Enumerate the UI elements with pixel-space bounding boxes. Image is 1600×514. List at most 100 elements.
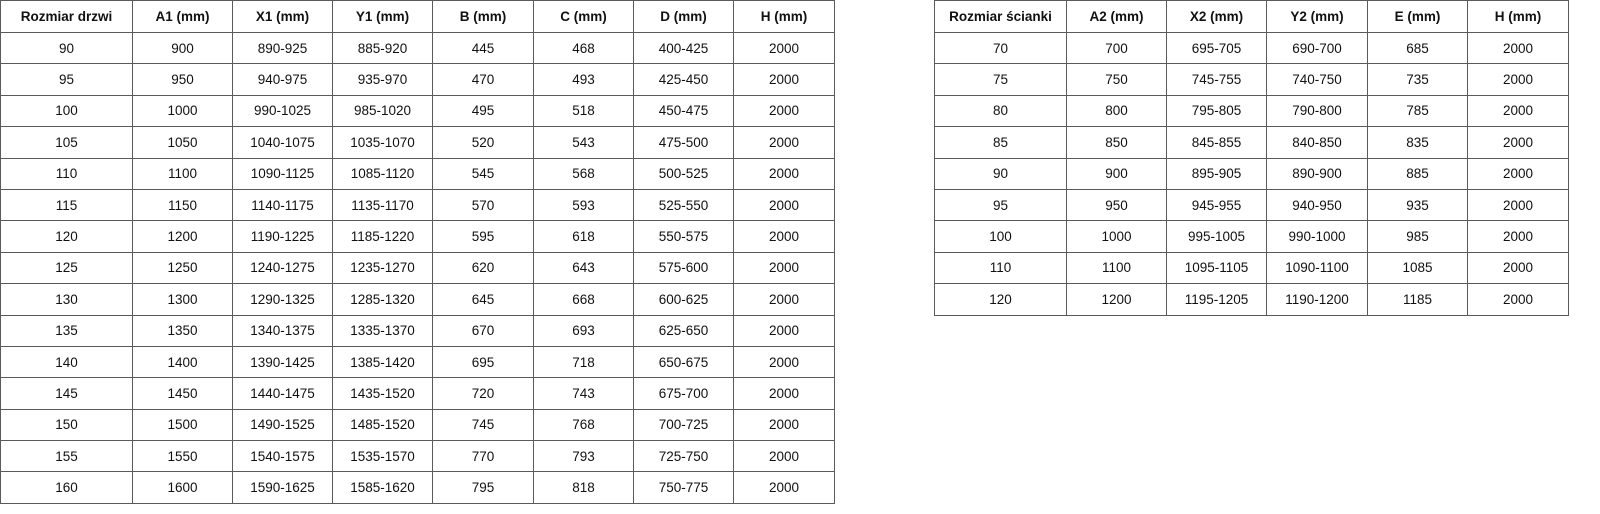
table-cell: 885-920 — [332, 31, 433, 65]
table-cell: 950 — [1066, 188, 1167, 222]
header-row: Rozmiar drzwi A1 (mm) X1 (mm) Y1 (mm) B (mm)… — [0, 0, 835, 33]
table-row: 115 1150 1140-1175 1135-1170 570 593 525-550 20… — [0, 188, 835, 222]
table-cell: 1390-1425 — [232, 345, 333, 379]
table-cell: 718 — [533, 345, 634, 379]
table-cell: 1090-1100 — [1266, 251, 1368, 285]
table-cell: 1035-1070 — [332, 126, 433, 159]
table-cell: 818 — [533, 471, 634, 504]
table-cell: 2000 — [733, 345, 835, 379]
table-cell: 1600 — [132, 471, 233, 504]
table-cell: 743 — [533, 377, 634, 410]
table-row: 150 1500 1490-1525 1485-1520 745 768 700-725 20… — [0, 408, 835, 442]
table-cell: 1190-1225 — [232, 220, 333, 253]
table-cell: 100 — [0, 94, 133, 128]
table-cell: 2000 — [1467, 31, 1569, 65]
table-row: 100 1000 995-1005 990-1000 985 2000 — [934, 220, 1569, 253]
column-header: X1 (mm) — [232, 0, 333, 33]
table-cell: 1285-1320 — [332, 283, 433, 316]
table-cell: 1100 — [1066, 251, 1167, 285]
table-cell: 115 — [0, 188, 133, 222]
table-cell: 940-975 — [232, 63, 333, 96]
table-cell: 2000 — [1467, 94, 1569, 128]
table-cell: 468 — [533, 31, 634, 65]
table-cell: 2000 — [733, 220, 835, 253]
table-cell: 90 — [0, 31, 133, 65]
table-cell: 790-800 — [1266, 94, 1368, 128]
table-cell: 2000 — [733, 94, 835, 128]
table-cell: 885 — [1367, 157, 1468, 190]
table-cell: 750-775 — [633, 471, 734, 504]
table-cell: 155 — [0, 440, 133, 473]
table-cell: 2000 — [1467, 251, 1569, 285]
table-cell: 2000 — [733, 314, 835, 347]
table-cell: 1290-1325 — [232, 283, 333, 316]
table-cell: 695 — [432, 345, 534, 379]
column-header: H (mm) — [733, 0, 835, 33]
table-cell: 470 — [432, 63, 534, 96]
header-row: Rozmiar ścianki A2 (mm) X2 (mm) Y2 (mm) E (m… — [934, 0, 1569, 33]
table-cell: 990-1000 — [1266, 220, 1368, 253]
table-cell: 700 — [1066, 31, 1167, 65]
table-cell: 768 — [533, 408, 634, 442]
table-row: 140 1400 1390-1425 1385-1420 695 718 650-675 20… — [0, 345, 835, 379]
table-cell: 950 — [132, 63, 233, 96]
table-cell: 625-650 — [633, 314, 734, 347]
table-row: 90 900 890-925 885-920 445 468 400-425 2000 — [0, 31, 835, 65]
table-cell: 1450 — [132, 377, 233, 410]
table-cell: 1090-1125 — [232, 157, 333, 190]
table-cell: 1435-1520 — [332, 377, 433, 410]
table-cell: 770 — [432, 440, 534, 473]
column-header: H (mm) — [1467, 0, 1569, 33]
table-cell: 2000 — [1467, 283, 1569, 316]
table-cell: 835 — [1367, 126, 1468, 159]
table-cell: 1550 — [132, 440, 233, 473]
table-cell: 725-750 — [633, 440, 734, 473]
table-cell: 2000 — [733, 31, 835, 65]
table-cell: 1140-1175 — [232, 188, 333, 222]
table-cell: 1190-1200 — [1266, 283, 1368, 316]
table-row: 80 800 795-805 790-800 785 2000 — [934, 94, 1569, 128]
table-row: 145 1450 1440-1475 1435-1520 720 743 675-700 20… — [0, 377, 835, 410]
table-cell: 845-855 — [1166, 126, 1267, 159]
door-size-table: Rozmiar drzwi A1 (mm) X1 (mm) Y1 (mm) B (mm)… — [0, 0, 835, 504]
table-row: 85 850 845-855 840-850 835 2000 — [934, 126, 1569, 159]
table-cell: 120 — [934, 283, 1067, 316]
table-cell: 475-500 — [633, 126, 734, 159]
table-cell: 95 — [0, 63, 133, 96]
table-cell: 75 — [934, 63, 1067, 96]
table-cell: 160 — [0, 471, 133, 504]
table-cell: 1000 — [1066, 220, 1167, 253]
table-cell: 600-625 — [633, 283, 734, 316]
table-cell: 1040-1075 — [232, 126, 333, 159]
column-header: E (mm) — [1367, 0, 1468, 33]
table-cell: 840-850 — [1266, 126, 1368, 159]
table-row: 160 1600 1590-1625 1585-1620 795 818 750-775 20… — [0, 471, 835, 504]
table-cell: 1335-1370 — [332, 314, 433, 347]
table-cell: 1240-1275 — [232, 251, 333, 285]
table-row: 135 1350 1340-1375 1335-1370 670 693 625-650 20… — [0, 314, 835, 347]
table-cell: 593 — [533, 188, 634, 222]
table-cell: 1000 — [132, 94, 233, 128]
table-cell: 1485-1520 — [332, 408, 433, 442]
table-cell: 720 — [432, 377, 534, 410]
table-cell: 1095-1105 — [1166, 251, 1267, 285]
table-cell: 1195-1205 — [1166, 283, 1267, 316]
table-cell: 500-525 — [633, 157, 734, 190]
column-header: X2 (mm) — [1166, 0, 1267, 33]
table-row: 155 1550 1540-1575 1535-1570 770 793 725-750 20… — [0, 440, 835, 473]
table-row: 130 1300 1290-1325 1285-1320 645 668 600-625 20… — [0, 283, 835, 316]
table-cell: 670 — [432, 314, 534, 347]
table-cell: 1185-1220 — [332, 220, 433, 253]
table-cell: 495 — [432, 94, 534, 128]
table-cell: 2000 — [733, 408, 835, 442]
table-cell: 1350 — [132, 314, 233, 347]
table-cell: 105 — [0, 126, 133, 159]
table-cell: 2000 — [1467, 157, 1569, 190]
table-cell: 900 — [132, 31, 233, 65]
table-cell: 643 — [533, 251, 634, 285]
table-row: 120 1200 1190-1225 1185-1220 595 618 550-575 20… — [0, 220, 835, 253]
table-cell: 890-925 — [232, 31, 333, 65]
table-cell: 1535-1570 — [332, 440, 433, 473]
table-cell: 140 — [0, 345, 133, 379]
table-cell: 1490-1525 — [232, 408, 333, 442]
